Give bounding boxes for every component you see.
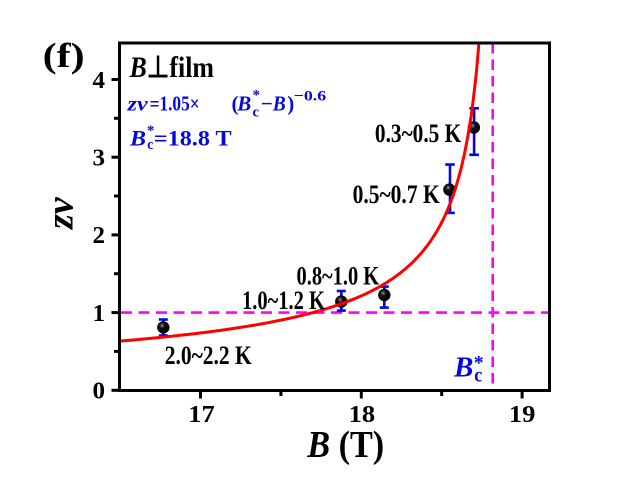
- svg-text:B: B: [453, 352, 473, 384]
- svg-text:B: B: [272, 92, 286, 116]
- svg-text:c: c: [474, 365, 482, 387]
- svg-text:=1.05×: =1.05×: [150, 92, 200, 116]
- svg-text:18: 18: [349, 401, 376, 428]
- svg-text:zν: zν: [127, 92, 149, 116]
- svg-text:(: (: [232, 92, 239, 116]
- svg-text:0.5~0.7 K: 0.5~0.7 K: [353, 180, 441, 209]
- svg-text:4: 4: [93, 67, 106, 94]
- svg-text:0: 0: [93, 378, 106, 405]
- svg-text:B⊥film: B⊥film: [129, 51, 214, 84]
- svg-text:0.8~1.0 K: 0.8~1.0 K: [297, 262, 380, 291]
- svg-text:2: 2: [93, 222, 106, 249]
- svg-text:c: c: [147, 137, 153, 153]
- svg-text:c: c: [253, 105, 260, 121]
- svg-text:=18.8 T: =18.8 T: [154, 126, 232, 151]
- svg-text:*: *: [147, 123, 155, 139]
- svg-text:−0.6: −0.6: [294, 88, 327, 104]
- svg-text:B: B: [236, 92, 251, 116]
- svg-text:B: B: [129, 126, 146, 151]
- svg-text:1.0~1.2 K: 1.0~1.2 K: [242, 286, 326, 315]
- svg-text:19: 19: [509, 401, 536, 428]
- svg-text:2.0~2.2 K: 2.0~2.2 K: [165, 341, 253, 370]
- svg-text:*: *: [474, 352, 484, 374]
- svg-text:*: *: [253, 88, 261, 104]
- svg-text:17: 17: [188, 401, 215, 428]
- svg-text:zν: zν: [40, 196, 82, 231]
- svg-text:1: 1: [93, 300, 106, 327]
- svg-text:(f): (f): [43, 36, 85, 75]
- svg-text:0.3~0.5 K: 0.3~0.5 K: [375, 119, 462, 148]
- svg-text:): ): [287, 92, 294, 116]
- svg-text:−: −: [261, 92, 273, 116]
- svg-text:B (T): B (T): [306, 424, 384, 466]
- svg-text:3: 3: [93, 145, 106, 172]
